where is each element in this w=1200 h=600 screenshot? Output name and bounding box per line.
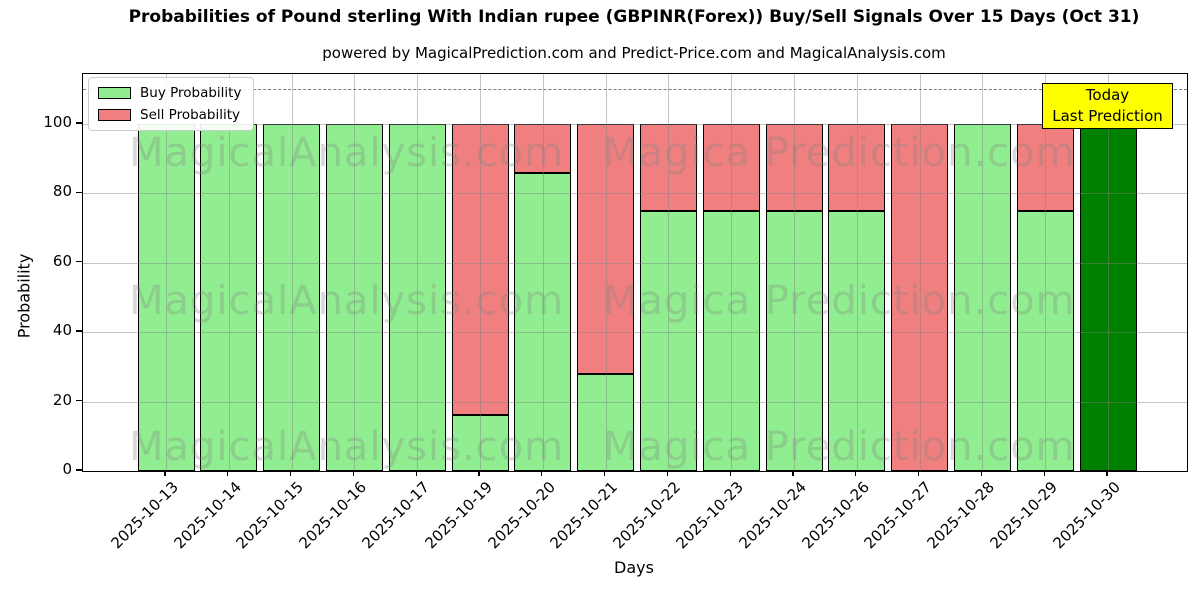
x-tick-mark	[1043, 471, 1045, 476]
horizontal-gridline	[83, 123, 1187, 125]
buy-bar-2025-10-17	[388, 123, 446, 471]
bars-layer	[83, 74, 1187, 471]
buy-bar-2025-10-29	[1016, 210, 1074, 471]
y-tick-label: 80	[52, 182, 72, 201]
vertical-gridline	[166, 74, 167, 471]
watermark-text: MagicalAnalysis.com	[129, 130, 565, 176]
watermark-text: MagicalAnalysis.com	[129, 278, 565, 324]
sell-bar-2025-10-26	[828, 123, 886, 211]
y-axis-label: Probability	[14, 253, 34, 339]
legend-sell-swatch	[98, 109, 131, 121]
vertical-gridline	[417, 74, 419, 471]
horizontal-gridline	[83, 332, 1187, 334]
today-annotation-line1: Today	[1085, 86, 1130, 104]
vertical-gridline	[1045, 74, 1047, 471]
sell-bar-2025-10-21	[577, 123, 635, 374]
legend-buy-label: Buy Probability	[140, 85, 242, 101]
horizontal-gridline	[83, 193, 1187, 195]
grid-layer	[83, 74, 1187, 471]
vertical-gridline	[668, 74, 670, 471]
buy-bar-2025-10-14	[200, 123, 258, 471]
horizontal-gridline	[83, 401, 1187, 403]
x-tick-mark	[227, 471, 229, 476]
sell-bar-2025-10-20	[514, 123, 572, 173]
today-annotation-line2: Last Prediction	[1052, 107, 1163, 125]
vertical-gridline	[480, 74, 481, 471]
x-tick-mark	[603, 471, 606, 476]
x-tick-mark	[729, 471, 731, 476]
legend-entry-buy: Buy Probability	[98, 85, 241, 101]
buy-bar-2025-10-13	[137, 123, 195, 471]
y-tick-mark	[76, 191, 82, 194]
legend-entry-sell: Sell Probability	[98, 107, 241, 123]
buy-bar-2025-10-28	[953, 123, 1011, 471]
threshold-dashed-line	[83, 89, 1187, 91]
buy-bar-2025-10-30	[1079, 123, 1137, 471]
watermark-text: Magica Prediction.com	[603, 424, 1076, 470]
sell-bar-2025-10-24	[765, 123, 823, 211]
buy-bar-2025-10-23	[702, 210, 760, 471]
y-tick-label: 20	[52, 390, 72, 409]
x-axis-label: Days	[614, 558, 654, 577]
x-tick-mark	[415, 471, 417, 476]
vertical-gridline	[1108, 74, 1109, 471]
y-tick-mark	[76, 399, 82, 402]
sell-bar-2025-10-27	[891, 123, 949, 471]
x-tick-mark	[541, 471, 543, 476]
vertical-gridline	[794, 74, 795, 471]
y-tick-mark	[76, 469, 82, 471]
x-tick-mark	[164, 471, 166, 476]
x-tick-mark	[289, 471, 292, 476]
x-tick-mark	[855, 471, 857, 476]
y-tick-label: 100	[43, 112, 72, 131]
chart-subtitle: powered by MagicalPrediction.com and Pre…	[322, 44, 946, 62]
y-tick-label: 40	[52, 321, 72, 340]
horizontal-gridline	[83, 262, 1187, 264]
x-tick-mark	[478, 471, 480, 476]
y-tick-mark	[76, 261, 82, 263]
y-tick-mark	[76, 330, 82, 332]
vertical-gridline	[919, 74, 921, 471]
sell-bar-2025-10-23	[702, 123, 760, 211]
x-tick-mark	[666, 471, 669, 476]
watermark-text: MagicalAnalysis.com	[129, 424, 565, 470]
y-tick-label: 0	[62, 460, 72, 478]
legend-sell-label: Sell Probability	[140, 107, 241, 123]
vertical-gridline	[228, 74, 230, 471]
today-annotation: Today Last Prediction	[1042, 83, 1173, 129]
watermark-layer: MagicalAnalysis.com Magica Prediction.com…	[83, 74, 1187, 471]
legend: Buy Probability Sell Probability	[88, 77, 255, 131]
x-tick-mark	[917, 471, 920, 476]
legend-buy-swatch	[98, 87, 131, 99]
buy-bar-2025-10-21	[577, 373, 635, 471]
watermark-text: Magica Prediction.com	[603, 278, 1076, 324]
buy-bar-2025-10-26	[828, 210, 886, 471]
y-tick-label: 60	[52, 251, 72, 270]
vertical-gridline	[731, 74, 733, 471]
vertical-gridline	[291, 74, 293, 471]
buy-bar-2025-10-19	[451, 415, 509, 471]
vertical-gridline	[982, 74, 984, 471]
plot-area: MagicalAnalysis.com Magica Prediction.com…	[82, 73, 1188, 472]
chart-title: Probabilities of Pound sterling With Ind…	[128, 7, 1140, 27]
buy-bar-2025-10-22	[639, 210, 697, 471]
sell-bar-2025-10-19	[451, 123, 509, 416]
vertical-gridline	[856, 74, 858, 471]
vertical-gridline	[605, 74, 607, 471]
x-tick-mark	[980, 471, 983, 476]
buy-bar-2025-10-20	[514, 172, 572, 471]
buy-bar-2025-10-24	[765, 210, 823, 471]
x-tick-mark	[1106, 471, 1108, 476]
watermark-text: Magica Prediction.com	[603, 130, 1076, 176]
sell-bar-2025-10-29	[1016, 123, 1074, 211]
sell-bar-2025-10-22	[639, 123, 697, 211]
vertical-gridline	[354, 74, 356, 471]
x-tick-mark	[352, 471, 355, 476]
buy-bar-2025-10-15	[263, 123, 321, 471]
x-tick-mark	[792, 471, 794, 476]
buy-bar-2025-10-16	[325, 123, 383, 471]
y-tick-mark	[76, 122, 82, 124]
vertical-gridline	[542, 74, 544, 471]
